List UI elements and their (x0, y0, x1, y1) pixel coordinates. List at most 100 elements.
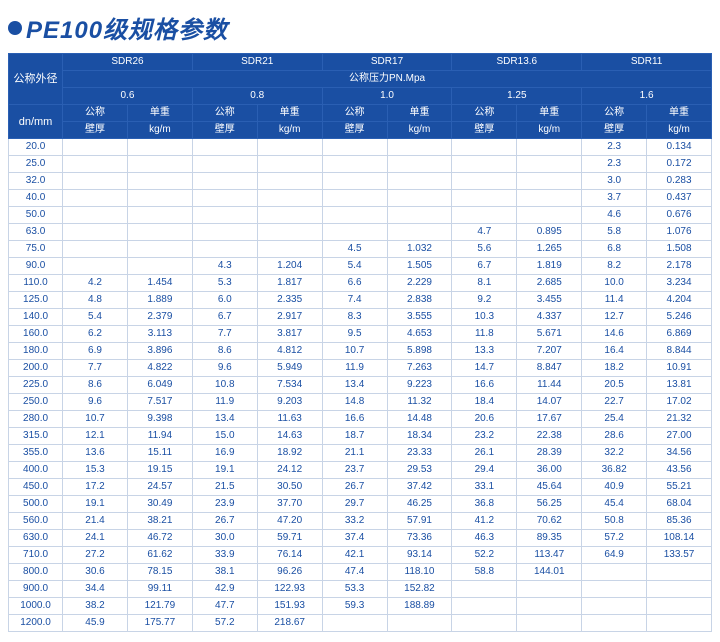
value-cell (192, 139, 257, 156)
value-cell: 26.7 (322, 479, 387, 496)
value-cell: 8.6 (192, 343, 257, 360)
value-cell: 5.4 (322, 258, 387, 275)
pressure-value: 0.8 (192, 88, 322, 105)
table-head: 公称外径 SDR26 SDR21 SDR17 SDR13.6 SDR11 公称压… (9, 54, 712, 139)
value-cell (387, 139, 452, 156)
table-row: 1000.038.2121.7947.7151.9359.3188.89 (9, 598, 712, 615)
table-row: 40.03.70.437 (9, 190, 712, 207)
value-cell: 8.844 (647, 343, 712, 360)
value-cell: 21.4 (63, 513, 128, 530)
value-cell: 34.4 (63, 581, 128, 598)
value-cell (452, 156, 517, 173)
value-cell: 15.0 (192, 428, 257, 445)
value-cell (127, 156, 192, 173)
value-cell (192, 224, 257, 241)
value-cell: 14.63 (257, 428, 322, 445)
value-cell: 52.2 (452, 547, 517, 564)
value-cell: 45.4 (582, 496, 647, 513)
value-cell (517, 173, 582, 190)
table-row: 225.08.66.04910.87.53413.49.22316.611.44… (9, 377, 712, 394)
value-cell (127, 224, 192, 241)
value-cell: 133.57 (647, 547, 712, 564)
value-cell: 93.14 (387, 547, 452, 564)
value-cell: 24.57 (127, 479, 192, 496)
value-cell: 8.847 (517, 360, 582, 377)
value-cell: 0.283 (647, 173, 712, 190)
value-cell (452, 173, 517, 190)
sdr-header: SDR17 (322, 54, 452, 71)
value-cell: 53.3 (322, 581, 387, 598)
value-cell: 8.2 (582, 258, 647, 275)
value-cell: 37.42 (387, 479, 452, 496)
value-cell (322, 224, 387, 241)
value-cell: 1.265 (517, 241, 582, 258)
pressure-row-label: 公称压力PN.Mpa (63, 71, 712, 88)
value-cell: 8.3 (322, 309, 387, 326)
value-cell: 10.0 (582, 275, 647, 292)
table-row: 280.010.79.39813.411.6316.614.4820.617.6… (9, 411, 712, 428)
value-cell: 9.2 (452, 292, 517, 309)
value-cell: 4.5 (322, 241, 387, 258)
dn-cell: 200.0 (9, 360, 63, 377)
sub-header: 单重 (517, 105, 582, 122)
dn-cell: 50.0 (9, 207, 63, 224)
sdr-header: SDR26 (63, 54, 193, 71)
table-row: 500.019.130.4923.937.7029.746.2536.856.2… (9, 496, 712, 513)
value-cell (387, 207, 452, 224)
value-cell: 4.812 (257, 343, 322, 360)
value-cell: 36.82 (582, 462, 647, 479)
dn-cell: 280.0 (9, 411, 63, 428)
value-cell: 188.89 (387, 598, 452, 615)
value-cell: 29.53 (387, 462, 452, 479)
value-cell: 0.895 (517, 224, 582, 241)
value-cell: 36.00 (517, 462, 582, 479)
value-cell: 175.77 (127, 615, 192, 632)
table-row: 125.04.81.8896.02.3357.42.8389.23.45511.… (9, 292, 712, 309)
value-cell: 17.02 (647, 394, 712, 411)
value-cell: 1.076 (647, 224, 712, 241)
value-cell: 22.7 (582, 394, 647, 411)
value-cell: 46.25 (387, 496, 452, 513)
value-cell: 4.6 (582, 207, 647, 224)
value-cell: 11.4 (582, 292, 647, 309)
table-row: 355.013.615.1116.918.9221.123.3326.128.3… (9, 445, 712, 462)
value-cell: 85.36 (647, 513, 712, 530)
value-cell: 46.72 (127, 530, 192, 547)
value-cell: 8.1 (452, 275, 517, 292)
value-cell: 29.7 (322, 496, 387, 513)
value-cell: 78.15 (127, 564, 192, 581)
value-cell: 13.3 (452, 343, 517, 360)
value-cell: 24.1 (63, 530, 128, 547)
value-cell: 2.685 (517, 275, 582, 292)
value-cell: 59.3 (322, 598, 387, 615)
sub-header: 公称 (192, 105, 257, 122)
value-cell: 3.455 (517, 292, 582, 309)
title-row: PE100级规格参数 (8, 10, 712, 45)
value-cell (322, 207, 387, 224)
value-cell: 4.2 (63, 275, 128, 292)
value-cell: 18.2 (582, 360, 647, 377)
value-cell: 16.9 (192, 445, 257, 462)
value-cell: 2.379 (127, 309, 192, 326)
sub-header: 壁厚 (192, 122, 257, 139)
value-cell: 56.25 (517, 496, 582, 513)
value-cell: 16.6 (322, 411, 387, 428)
table-row: 630.024.146.7230.059.7137.473.3646.389.3… (9, 530, 712, 547)
table-row: 90.04.31.2045.41.5056.71.8198.22.178 (9, 258, 712, 275)
value-cell: 16.4 (582, 343, 647, 360)
value-cell (387, 173, 452, 190)
value-cell: 5.4 (63, 309, 128, 326)
value-cell: 9.223 (387, 377, 452, 394)
sub-header: kg/m (387, 122, 452, 139)
value-cell (127, 207, 192, 224)
value-cell: 28.39 (517, 445, 582, 462)
value-cell (257, 139, 322, 156)
pressure-value: 1.6 (582, 88, 712, 105)
value-cell (517, 581, 582, 598)
value-cell: 68.04 (647, 496, 712, 513)
dn-cell: 140.0 (9, 309, 63, 326)
sub-header: 壁厚 (322, 122, 387, 139)
dn-cell: 355.0 (9, 445, 63, 462)
value-cell: 4.822 (127, 360, 192, 377)
value-cell: 33.2 (322, 513, 387, 530)
